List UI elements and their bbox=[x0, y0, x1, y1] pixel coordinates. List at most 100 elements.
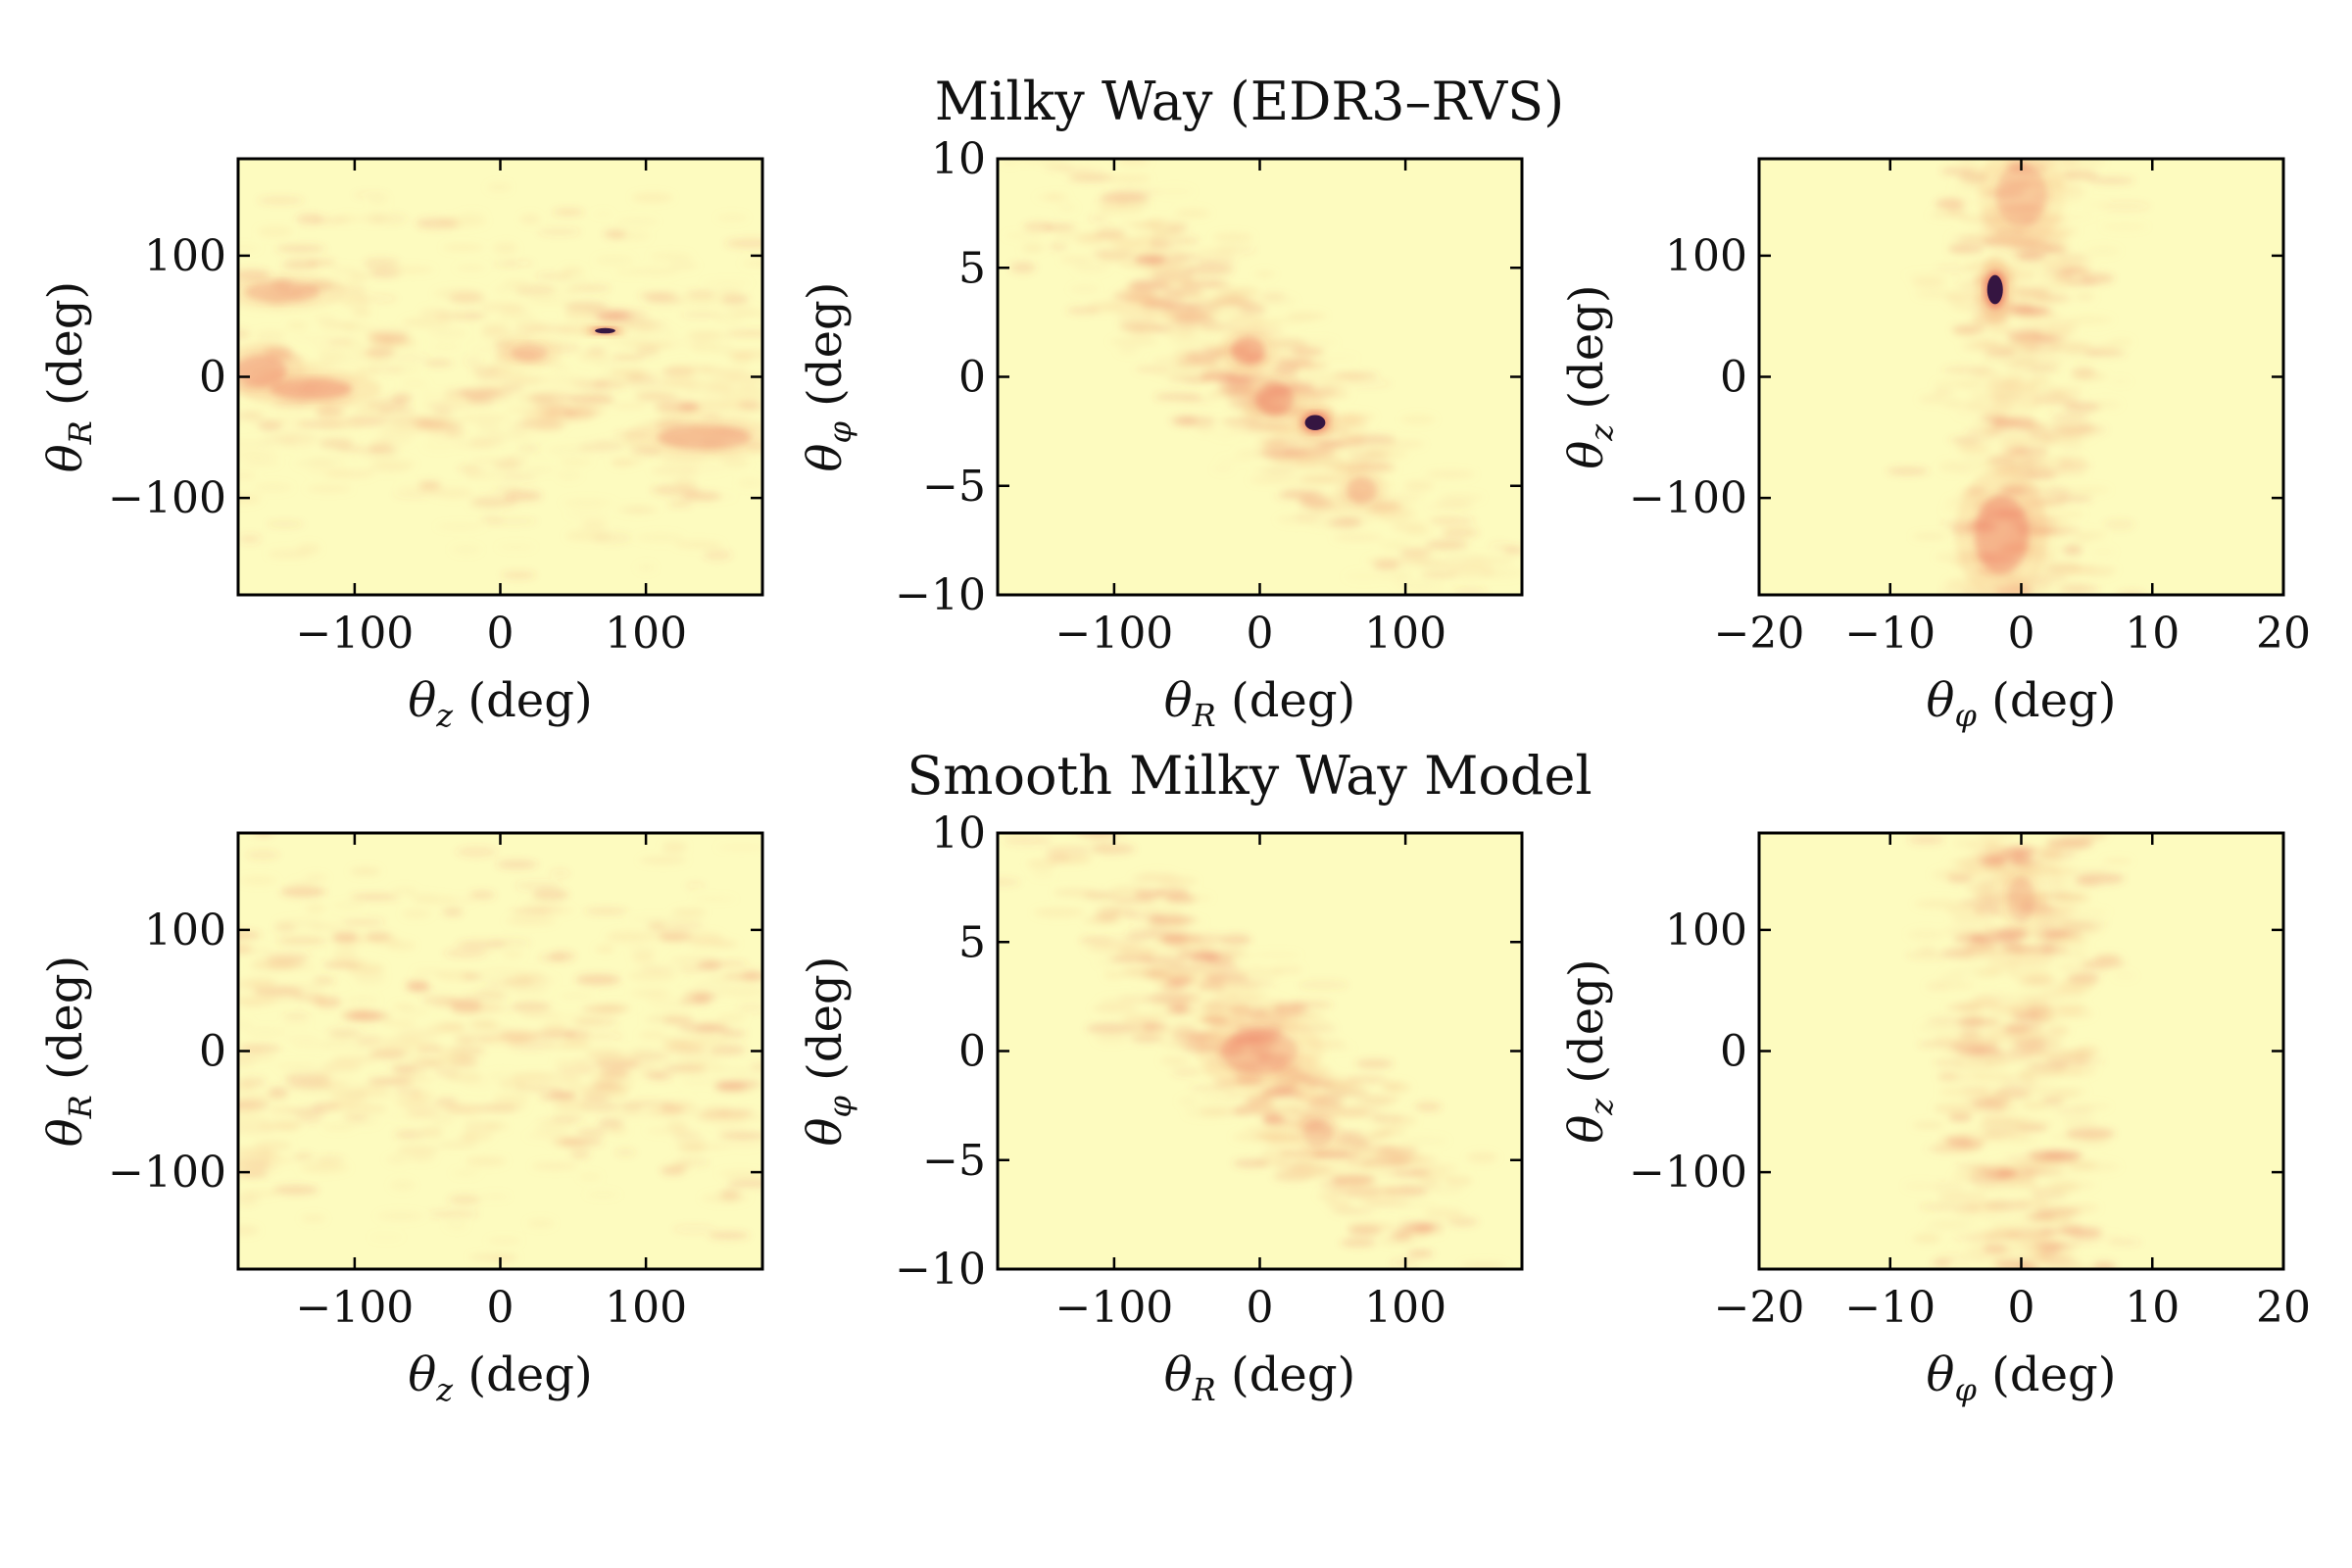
density-speck bbox=[677, 296, 728, 307]
density-speck bbox=[1947, 1112, 1973, 1122]
density-speck bbox=[720, 294, 750, 305]
y-tick-label: 100 bbox=[144, 231, 226, 281]
density-speck bbox=[1174, 208, 1211, 219]
density-speck bbox=[305, 903, 326, 914]
x-axis-label: θφ (deg) bbox=[1927, 1348, 2117, 1408]
density-speck bbox=[1176, 281, 1216, 291]
density-speck bbox=[1968, 368, 2003, 379]
density-speck bbox=[1069, 284, 1100, 294]
y-tick-label: 0 bbox=[199, 1027, 226, 1077]
density-speck bbox=[461, 973, 484, 980]
density-speck bbox=[741, 969, 762, 982]
density-speck bbox=[1949, 1054, 1997, 1064]
density-speck bbox=[615, 269, 639, 276]
density-speck bbox=[1108, 236, 1159, 248]
density-speck bbox=[276, 936, 328, 946]
density-speck bbox=[1161, 974, 1186, 983]
density-speck bbox=[330, 933, 380, 945]
density-speck bbox=[715, 1125, 749, 1135]
density-speck bbox=[585, 1190, 620, 1200]
density-speck bbox=[469, 435, 505, 447]
density-speck bbox=[1233, 1158, 1270, 1168]
density-speck bbox=[1988, 458, 2039, 467]
density-speck bbox=[716, 214, 748, 222]
density-speck bbox=[2063, 402, 2101, 413]
density-speck bbox=[1911, 277, 1947, 288]
density-speck bbox=[560, 498, 608, 508]
density-speck bbox=[1929, 211, 1968, 219]
density-speck bbox=[389, 1179, 416, 1192]
density-speck bbox=[2031, 1169, 2081, 1177]
density-speck bbox=[368, 1233, 404, 1242]
density-speck bbox=[681, 991, 722, 999]
density-speck bbox=[1447, 1217, 1479, 1227]
density-speck bbox=[1157, 887, 1190, 899]
density-speck bbox=[385, 1154, 410, 1165]
density-speck bbox=[685, 290, 717, 299]
density-speck bbox=[559, 459, 593, 466]
density-speck bbox=[700, 1192, 750, 1204]
density-speck bbox=[2087, 176, 2135, 184]
density-speck bbox=[256, 1163, 279, 1171]
density-speck bbox=[479, 302, 525, 313]
density-speck bbox=[2028, 466, 2065, 477]
density-speck bbox=[240, 1190, 280, 1197]
density-speck bbox=[679, 1077, 717, 1086]
density-speck bbox=[527, 297, 569, 305]
density-speck bbox=[457, 1133, 478, 1141]
density-speck bbox=[686, 1035, 729, 1045]
density-speck bbox=[1225, 1091, 1250, 1099]
density-speck bbox=[1446, 1176, 1474, 1186]
density-speck bbox=[2049, 413, 2090, 420]
density-speck bbox=[727, 1178, 762, 1188]
density-speck bbox=[691, 895, 737, 903]
density-speck bbox=[550, 364, 571, 372]
density-speck bbox=[445, 428, 466, 439]
density-speck bbox=[1109, 907, 1139, 916]
y-axis-label: θφ (deg) bbox=[798, 282, 858, 472]
density-speck bbox=[649, 1072, 674, 1081]
density-speck bbox=[481, 322, 510, 334]
density-speck bbox=[1066, 307, 1101, 315]
density-speck bbox=[1288, 361, 1328, 370]
density-speck bbox=[1098, 997, 1144, 1005]
x-tick-label: −20 bbox=[1714, 609, 1805, 659]
density-speck bbox=[682, 463, 727, 475]
density-speck bbox=[1978, 1213, 2008, 1223]
density-speck bbox=[569, 1148, 591, 1159]
density-speck bbox=[1211, 465, 1234, 473]
density-speck bbox=[2068, 1137, 2111, 1149]
density-speck bbox=[678, 965, 701, 973]
density-speck bbox=[394, 1129, 425, 1140]
density-speck bbox=[376, 1210, 425, 1222]
density-speck bbox=[1917, 1040, 1963, 1048]
density-speck bbox=[1110, 187, 1161, 197]
density-speck bbox=[2056, 1092, 2079, 1099]
density-speck bbox=[487, 1237, 522, 1244]
density-speck bbox=[575, 1128, 608, 1137]
density-clump-3 bbox=[1336, 466, 1388, 514]
density-speck bbox=[1357, 1197, 1398, 1204]
density-speck bbox=[2053, 893, 2091, 903]
density-speck bbox=[662, 379, 697, 388]
density-speck bbox=[1966, 942, 1997, 954]
density-speck bbox=[561, 266, 585, 275]
density-speck bbox=[1273, 1002, 1308, 1014]
density-speck bbox=[1230, 992, 1270, 999]
density-speck bbox=[1346, 1075, 1389, 1084]
density-speck bbox=[1325, 1073, 1347, 1080]
density-speck bbox=[440, 1051, 477, 1062]
density-speck bbox=[1488, 541, 1512, 552]
density-speck bbox=[2041, 1096, 2066, 1105]
density-speck bbox=[1975, 887, 2005, 896]
density-speck bbox=[720, 1029, 747, 1038]
density-speck bbox=[451, 1168, 481, 1178]
density-speck bbox=[1392, 1169, 1432, 1176]
density-speck bbox=[558, 992, 595, 1001]
density-speck bbox=[421, 440, 457, 452]
density-speck bbox=[575, 974, 621, 986]
density-speck bbox=[1431, 1185, 1465, 1195]
density-speck bbox=[1960, 445, 1988, 454]
density-speck bbox=[1138, 956, 1187, 964]
density-speck bbox=[1194, 979, 1237, 990]
